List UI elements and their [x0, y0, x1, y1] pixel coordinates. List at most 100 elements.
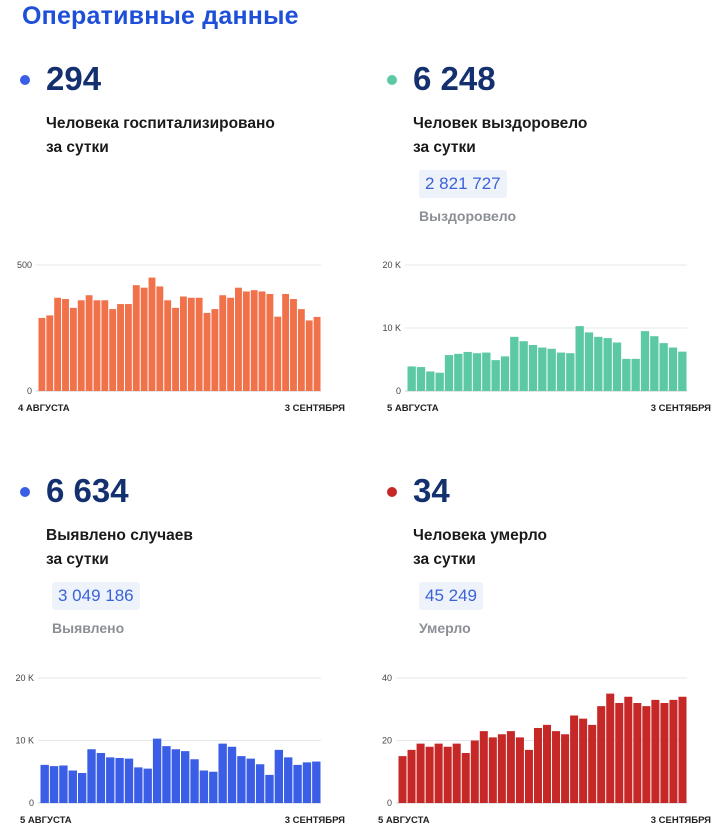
chart-bar[interactable]	[612, 342, 622, 391]
chart-bar[interactable]	[650, 336, 659, 391]
chart-bar[interactable]	[547, 348, 556, 391]
chart-bar[interactable]	[669, 699, 678, 803]
chart-bar[interactable]	[265, 774, 274, 803]
chart-bar[interactable]	[171, 749, 180, 803]
chart-bar[interactable]	[132, 285, 140, 391]
chart-bar[interactable]	[117, 304, 124, 391]
chart-bar[interactable]	[660, 703, 669, 803]
chart-bar[interactable]	[678, 696, 687, 803]
chart-bar[interactable]	[588, 724, 597, 803]
chart-bar[interactable]	[416, 743, 425, 803]
chart-bar[interactable]	[575, 326, 584, 391]
chart-bar[interactable]	[491, 360, 500, 391]
chart-bar[interactable]	[678, 351, 687, 391]
chart-bar[interactable]	[274, 749, 284, 803]
chart-bar[interactable]	[101, 300, 109, 391]
chart-bar[interactable]	[651, 699, 660, 803]
chart-bar[interactable]	[69, 307, 77, 391]
chart-bar[interactable]	[640, 331, 650, 391]
chart-bar[interactable]	[93, 300, 101, 391]
chart-bar[interactable]	[40, 764, 49, 803]
chart-bar[interactable]	[538, 347, 547, 391]
chart-bar[interactable]	[203, 312, 211, 391]
chart-bar[interactable]	[515, 737, 524, 803]
chart-bar[interactable]	[561, 734, 570, 803]
chart-bar[interactable]	[570, 715, 579, 804]
chart-bar[interactable]	[38, 317, 46, 391]
chart-bar[interactable]	[659, 343, 668, 391]
chart-bar[interactable]	[472, 353, 482, 391]
chart-bar[interactable]	[435, 372, 444, 391]
chart-bar[interactable]	[266, 293, 274, 391]
chart-bar[interactable]	[255, 764, 265, 803]
chart-bar[interactable]	[227, 297, 235, 391]
chart-bar[interactable]	[594, 336, 603, 391]
chart-bar[interactable]	[302, 762, 312, 803]
chart-bar[interactable]	[195, 297, 203, 391]
chart-bar[interactable]	[506, 731, 515, 803]
chart-bar[interactable]	[77, 300, 85, 391]
chart-bar[interactable]	[59, 765, 68, 804]
chart-bar[interactable]	[290, 299, 297, 391]
chart-bar[interactable]	[124, 758, 134, 803]
chart-bar[interactable]	[219, 295, 227, 391]
chart-bar[interactable]	[297, 309, 305, 391]
chart-bar[interactable]	[258, 291, 266, 391]
chart-bar[interactable]	[124, 304, 132, 391]
chart-bar[interactable]	[533, 728, 542, 803]
chart-bar[interactable]	[552, 731, 561, 803]
chart-bar[interactable]	[488, 737, 497, 803]
chart-bar[interactable]	[46, 315, 54, 391]
chart-bar[interactable]	[284, 757, 293, 803]
chart-bar[interactable]	[274, 316, 282, 391]
chart-bar[interactable]	[49, 766, 59, 803]
chart-bar[interactable]	[500, 356, 510, 391]
chart-bar[interactable]	[140, 287, 148, 391]
chart-bar[interactable]	[407, 749, 416, 803]
chart-bar[interactable]	[434, 743, 443, 803]
chart-bar[interactable]	[597, 706, 606, 803]
chart-bar[interactable]	[556, 352, 566, 391]
chart-bar[interactable]	[68, 770, 77, 804]
chart-bar[interactable]	[187, 297, 195, 391]
chart-bar[interactable]	[642, 706, 651, 803]
chart-bar[interactable]	[85, 295, 93, 391]
chart-bar[interactable]	[172, 307, 179, 391]
chart-bar[interactable]	[313, 316, 321, 391]
chart-bar[interactable]	[510, 336, 519, 391]
chart-bar[interactable]	[282, 293, 290, 391]
chart-bar[interactable]	[218, 743, 227, 803]
chart-bar[interactable]	[152, 738, 162, 803]
chart-bar[interactable]	[109, 309, 117, 391]
chart-bar[interactable]	[190, 759, 199, 803]
chart-bar[interactable]	[519, 341, 528, 391]
chart-bar[interactable]	[528, 345, 538, 391]
chart-bar[interactable]	[497, 734, 506, 803]
chart-bar[interactable]	[246, 758, 255, 803]
chart-bar[interactable]	[77, 773, 87, 803]
chart-bar[interactable]	[668, 347, 678, 391]
chart-bar[interactable]	[566, 353, 575, 391]
chart-bar[interactable]	[181, 751, 190, 803]
chart-bar[interactable]	[96, 753, 106, 803]
chart-bar[interactable]	[54, 297, 62, 391]
chart-bar[interactable]	[115, 758, 124, 803]
chart-bar[interactable]	[603, 338, 612, 391]
chart-bar[interactable]	[62, 299, 69, 391]
chart-bar[interactable]	[444, 355, 454, 391]
chart-bar[interactable]	[180, 296, 187, 392]
chart-bar[interactable]	[426, 371, 435, 391]
chart-bar[interactable]	[633, 703, 642, 803]
chart-bar[interactable]	[87, 749, 96, 803]
chart-bar[interactable]	[227, 746, 237, 803]
chart-bar[interactable]	[524, 749, 533, 803]
chart-bar[interactable]	[134, 767, 143, 803]
chart-bar[interactable]	[461, 753, 470, 803]
chart-bar[interactable]	[479, 731, 488, 803]
chart-bar[interactable]	[463, 351, 472, 391]
chart-bar[interactable]	[624, 696, 633, 803]
chart-bar[interactable]	[211, 309, 219, 391]
chart-bar[interactable]	[416, 367, 426, 391]
chart-bar[interactable]	[305, 320, 313, 391]
chart-bar[interactable]	[470, 740, 479, 804]
